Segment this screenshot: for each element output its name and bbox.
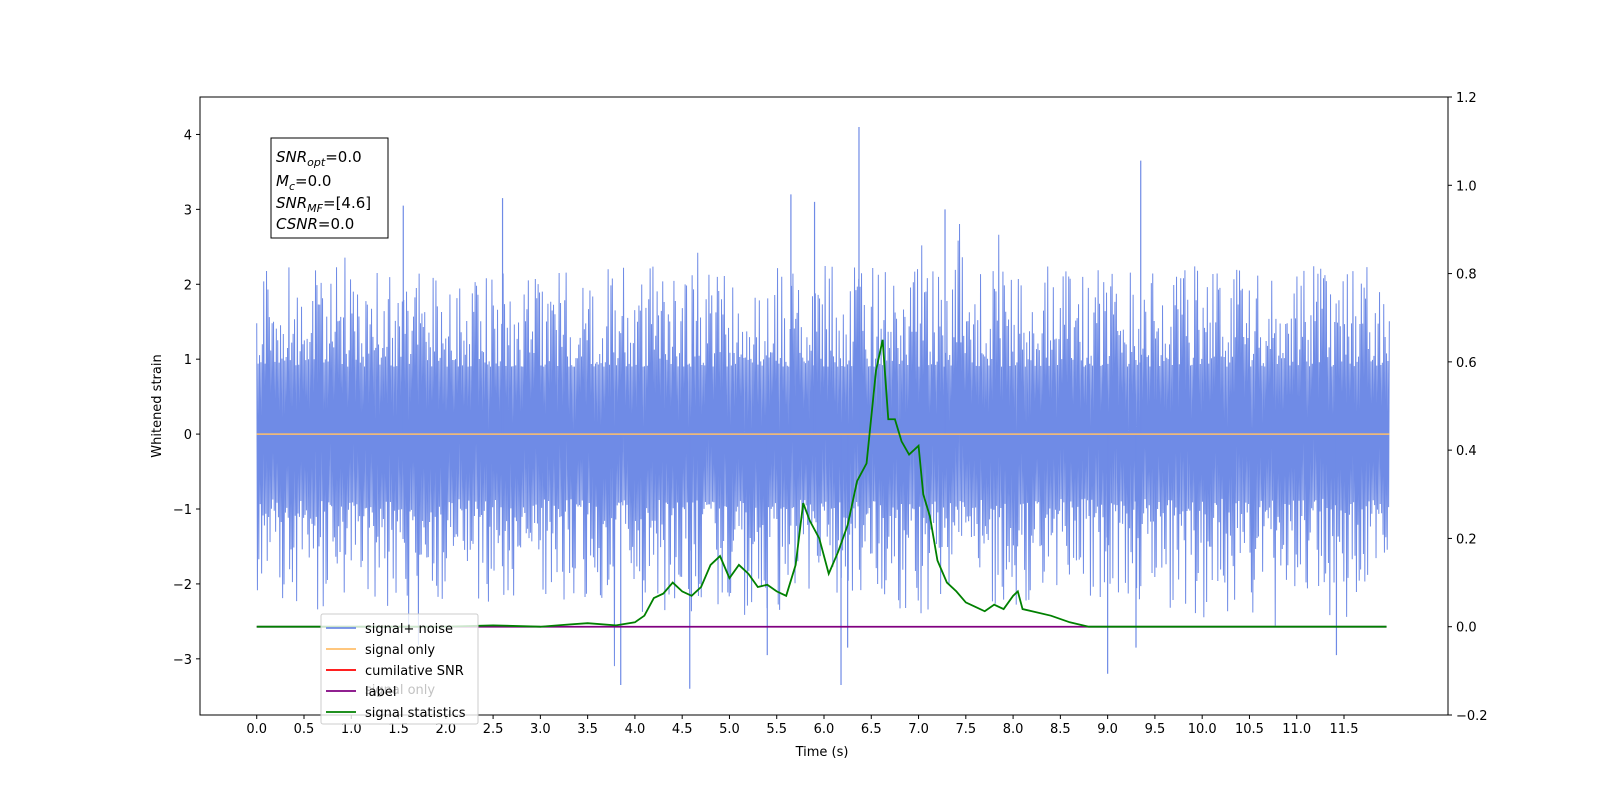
y-tick-label: 0	[184, 428, 192, 443]
legend-label: signal only	[365, 643, 435, 658]
x-tick-label: 3.0	[530, 722, 551, 737]
series-signal-noise-spikes	[402, 126, 1338, 689]
y-tick-label: −1	[173, 503, 192, 518]
legend-label: signal+ noise	[365, 622, 453, 637]
x-tick-label: 9.0	[1097, 722, 1118, 737]
y-tick-label: −3	[173, 653, 192, 668]
legend-frame	[320, 613, 479, 725]
series-signal-noise	[256, 223, 1390, 667]
y2-tick-label: 1.0	[1456, 179, 1477, 194]
x-tick-label: 2.5	[483, 722, 504, 737]
legend-label: signal statistics	[365, 706, 466, 721]
x-tick-label: 1.5	[388, 722, 409, 737]
y2-tick-label: 0.6	[1456, 356, 1477, 371]
x-axis: 0.0 0.5 1.0 1.5 2.0 2.5 3.0 3.5 4.0 4.5 5.0 5.5 6.0 6…	[246, 715, 1358, 737]
y-axis-title: Whitened strain	[150, 354, 165, 457]
y2-tick-label: 0.8	[1456, 268, 1477, 283]
x-tick-label: 3.5	[577, 722, 598, 737]
annotation-mc: Mc=0.0	[276, 172, 331, 193]
legend: signal only signal+ noise signal only cumil…	[320, 613, 479, 725]
y-tick-label: −2	[173, 578, 192, 593]
x-tick-label: 2.0	[435, 722, 456, 737]
series-signal-statistics	[256, 339, 1387, 628]
series-layer	[256, 126, 1390, 689]
y2-tick-label: 0.2	[1456, 532, 1477, 547]
x-tick-label: 4.5	[672, 722, 693, 737]
y-axis-right: 1.2 1.0 0.8 0.6 0.4 0.2 0.0 −0.2	[1448, 91, 1488, 724]
annotation-frame	[270, 137, 389, 239]
x-tick-label: 8.5	[1050, 722, 1071, 737]
x-tick-label: 4.0	[625, 722, 646, 737]
x-tick-label: 8.0	[1003, 722, 1024, 737]
x-tick-label: 6.0	[814, 722, 835, 737]
x-tick-label: 1.0	[341, 722, 362, 737]
x-tick-label: 6.5	[861, 722, 882, 737]
x-tick-label: 5.0	[719, 722, 740, 737]
x-tick-label: 0.5	[294, 722, 315, 737]
y2-tick-label: 1.2	[1456, 91, 1477, 106]
x-tick-label: 9.5	[1145, 722, 1166, 737]
y-tick-label: 4	[184, 128, 192, 143]
legend-label: cumilative SNR	[365, 664, 464, 679]
annotation-box: SNRopt=0.0 Mc=0.0 SNRMF=[4.6] CSNR=0.0	[270, 137, 389, 239]
x-tick-label: 7.0	[908, 722, 929, 737]
y-tick-label: 3	[184, 203, 192, 218]
y-tick-label: 1	[184, 353, 192, 368]
x-tick-label: 0.0	[246, 722, 267, 737]
annotation-snr-mf: SNRMF=[4.6]	[276, 194, 371, 215]
x-tick-label: 10.5	[1235, 722, 1264, 737]
y2-tick-label: 0.0	[1456, 621, 1477, 636]
x-tick-label: 11.0	[1282, 722, 1311, 737]
y2-tick-label: −0.2	[1456, 709, 1488, 724]
y-tick-label: 2	[184, 278, 192, 293]
x-tick-label: 10.0	[1188, 722, 1217, 737]
y-axis-left: 4 3 2 1 0 −1 −2 −3	[173, 128, 200, 668]
annotation-csnr: CSNR=0.0	[276, 215, 354, 233]
x-tick-label: 7.5	[955, 722, 976, 737]
y2-tick-label: 0.4	[1456, 444, 1477, 459]
x-tick-label: 11.5	[1330, 722, 1359, 737]
x-tick-label: 5.5	[766, 722, 787, 737]
annotation-snr-opt: SNRopt=0.0	[276, 148, 362, 169]
legend-label: label	[365, 685, 396, 700]
x-axis-title: Time (s)	[795, 745, 849, 760]
legend-hidden-text: signal only	[365, 683, 435, 698]
